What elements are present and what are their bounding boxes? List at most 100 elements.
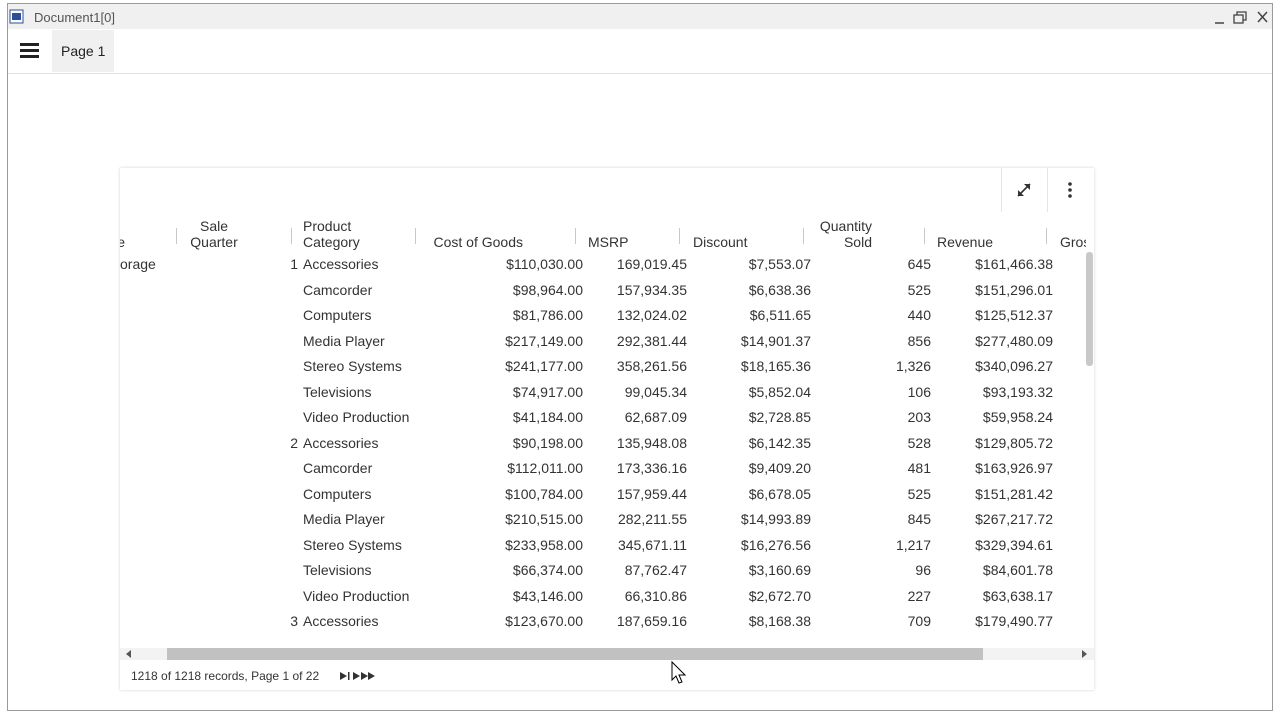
quarter-cell: 1 [290, 256, 298, 272]
revenue-cell: $59,958.24 [982, 409, 1053, 425]
quantity-cell: 528 [907, 434, 931, 451]
status-text: 1218 of 1218 records, Page 1 of 22 [131, 669, 320, 683]
msrp-cell: 292,381.44 [616, 332, 687, 349]
cost-cell: $110,030.00 [506, 256, 583, 272]
discount-cell: $6,638.36 [748, 281, 811, 298]
sort-icon[interactable] [176, 228, 177, 244]
divider [1047, 168, 1048, 212]
horizontal-scrollbar[interactable] [120, 646, 1094, 662]
title-bar [8, 4, 1272, 29]
data-grid: e Sale Quarter Product Category Cost of Goo… [120, 214, 1086, 642]
category-cell: Video Production [303, 409, 410, 425]
msrp-cell: 157,959.44 [616, 485, 687, 502]
category-cell: Televisions [303, 562, 372, 578]
cost-cell: $41,184.00 [512, 409, 583, 425]
column-header[interactable]: Sale Quarter [190, 218, 238, 250]
column-header[interactable]: Discount [693, 234, 748, 250]
divider [1001, 168, 1002, 212]
column-header[interactable]: MSRP [588, 234, 629, 250]
cost-cell: $98,964.00 [512, 281, 583, 298]
column-header[interactable]: Quantity Sold [819, 218, 872, 250]
discount-cell: $7,553.07 [748, 256, 811, 272]
category-cell: Media Player [303, 332, 385, 349]
quantity-cell: 227 [907, 587, 931, 604]
report-panel: e Sale Quarter Product Category Cost of Goo… [120, 168, 1094, 690]
quantity-cell: 1,326 [895, 358, 931, 374]
revenue-cell: $151,296.01 [975, 281, 1053, 298]
cost-cell: $90,198.00 [512, 434, 583, 451]
revenue-cell: $179,490.77 [975, 613, 1053, 629]
sort-icon[interactable] [924, 228, 925, 244]
discount-cell: $2,728.85 [748, 409, 811, 425]
quantity-cell: 525 [907, 281, 931, 298]
column-header[interactable]: Product Category [303, 218, 360, 250]
cost-cell: $74,917.00 [512, 383, 583, 400]
revenue-cell: $161,466.38 [975, 256, 1053, 272]
msrp-cell: 157,934.35 [616, 281, 687, 298]
msrp-cell: 187,659.16 [616, 613, 687, 629]
sort-icon[interactable] [803, 228, 804, 244]
column-header[interactable]: Gros [1060, 234, 1086, 250]
cost-cell: $66,374.00 [512, 562, 583, 578]
cost-cell: $112,011.00 [507, 460, 583, 476]
category-cell: Accessories [303, 256, 379, 272]
expand-button[interactable] [1015, 181, 1033, 199]
sort-icon[interactable] [291, 228, 292, 244]
category-cell: Accessories [303, 434, 379, 451]
revenue-cell: $84,601.78 [982, 562, 1053, 578]
more-button[interactable] [1063, 181, 1077, 199]
sort-icon[interactable] [1046, 228, 1047, 244]
category-cell: Camcorder [303, 460, 373, 476]
category-cell: Accessories [303, 613, 379, 629]
page-tab[interactable] [52, 30, 114, 72]
discount-cell: $2,672.70 [748, 587, 811, 604]
page-tab-label[interactable]: Page 1 [61, 43, 106, 59]
quantity-cell: 440 [907, 307, 931, 323]
category-cell: Stereo Systems [303, 536, 402, 553]
quantity-cell: 106 [907, 383, 931, 400]
category-cell: Computers [303, 307, 372, 323]
quantity-cell: 96 [915, 562, 931, 578]
column-header[interactable]: e [120, 234, 125, 250]
category-cell: Camcorder [303, 281, 373, 298]
cost-cell: $210,515.00 [505, 511, 583, 527]
column-header[interactable]: Revenue [937, 234, 994, 250]
menu-button[interactable] [19, 41, 41, 61]
sort-icon[interactable] [415, 228, 416, 244]
discount-cell: $9,409.20 [748, 460, 811, 476]
discount-cell: $3,160.69 [748, 562, 811, 578]
cost-cell: $43,146.00 [512, 587, 583, 604]
revenue-cell: $125,512.37 [975, 307, 1053, 323]
column-header[interactable]: Cost of Goods [433, 234, 524, 250]
msrp-cell: 169,019.45 [616, 256, 687, 272]
revenue-cell: $267,217.72 [975, 511, 1053, 527]
vertical-scroll-thumb[interactable] [1086, 252, 1093, 366]
revenue-cell: $129,805.72 [975, 434, 1053, 451]
discount-cell: $6,142.35 [748, 434, 811, 451]
window-controls[interactable] [1210, 9, 1272, 27]
category-cell: Televisions [303, 383, 372, 400]
app-icon [9, 9, 24, 24]
msrp-cell: 173,336.16 [616, 460, 687, 476]
quarter-cell: 3 [290, 613, 298, 629]
category-cell: Stereo Systems [303, 358, 402, 374]
cost-cell: $123,670.00 [505, 613, 583, 629]
msrp-cell: 99,045.34 [624, 383, 687, 400]
revenue-cell: $93,193.32 [982, 383, 1053, 400]
msrp-cell: 135,948.08 [616, 434, 687, 451]
pager-buttons[interactable] [338, 670, 378, 682]
msrp-cell: 132,024.02 [616, 307, 687, 323]
toolbar-divider [8, 73, 1272, 74]
discount-cell: $6,678.05 [748, 485, 811, 502]
quantity-cell: 525 [907, 485, 931, 502]
discount-cell: $5,852.04 [748, 383, 811, 400]
category-cell: Video Production [303, 587, 410, 604]
cost-cell: $217,149.00 [505, 332, 583, 349]
discount-cell: $6,511.65 [749, 307, 811, 323]
sort-icon[interactable] [679, 228, 680, 244]
sort-icon[interactable] [575, 228, 576, 244]
revenue-cell: $63,638.17 [982, 587, 1053, 604]
quarter-cell: 2 [290, 434, 298, 451]
category-cell: Media Player [303, 511, 385, 527]
